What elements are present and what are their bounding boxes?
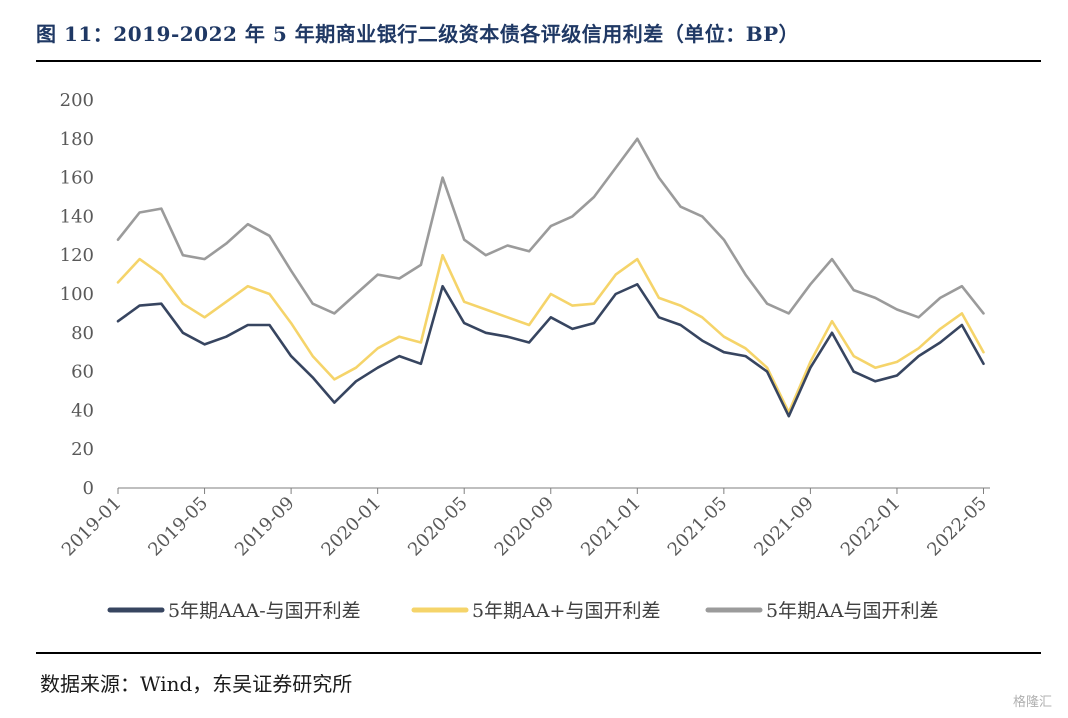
watermark-logo: 格隆汇 [1012,695,1052,710]
chart-series [116,137,985,418]
x-tick-label: 2019-05 [144,493,212,561]
legend-label: 5年期AA+与国开利差 [472,600,660,622]
y-tick-label: 120 [60,245,94,266]
line-chart: 0 20 40 60 80 100 120 140 160 180 200 2019-01 2019-0… [58,90,991,622]
y-tick-label: 100 [60,284,94,305]
x-tick-label: 2022-05 [923,493,991,561]
chart-axes: 0 20 40 60 80 100 120 140 160 180 200 2019-01 2019-0… [58,90,991,560]
x-tick-label: 2021-01 [577,493,645,561]
x-tick-label: 2019-09 [231,493,299,561]
y-tick-label: 160 [60,168,94,189]
y-tick-label: 140 [60,206,94,227]
x-tick-label: 2022-01 [837,493,905,561]
series-line [116,253,985,414]
legend-label: 5年期AA与国开利差 [766,600,939,622]
y-tick-label: 180 [60,129,94,150]
y-tick-label: 80 [71,323,94,344]
x-tick-label: 2021-05 [664,493,732,561]
y-tick-label: 20 [71,439,94,460]
y-tick-label: 0 [83,478,94,499]
y-tick-label: 200 [60,90,94,111]
x-tick-label: 2021-09 [750,493,818,561]
x-tick-label: 2020-09 [491,493,559,561]
legend-label: 5年期AAA-与国开利差 [168,600,361,622]
x-tick-label: 2020-01 [317,493,385,561]
chart-legend: 5年期AAA-与国开利差 5年期AA+与国开利差 5年期AA与国开利差 [107,600,939,622]
x-tick-label: 2019-01 [58,493,126,561]
chart-title: 图 11：2019-2022 年 5 年期商业银行二级资本债各评级信用利差（单位… [36,22,800,46]
y-tick-label: 60 [71,362,94,383]
source-note: 数据来源：Wind，东吴证券研究所 [40,672,353,696]
x-tick-label: 2020-05 [404,493,472,561]
source-rule [36,652,1041,654]
series-line [116,137,985,319]
title-rule [36,60,1041,62]
series-line [116,283,985,418]
y-tick-label: 40 [71,400,94,421]
